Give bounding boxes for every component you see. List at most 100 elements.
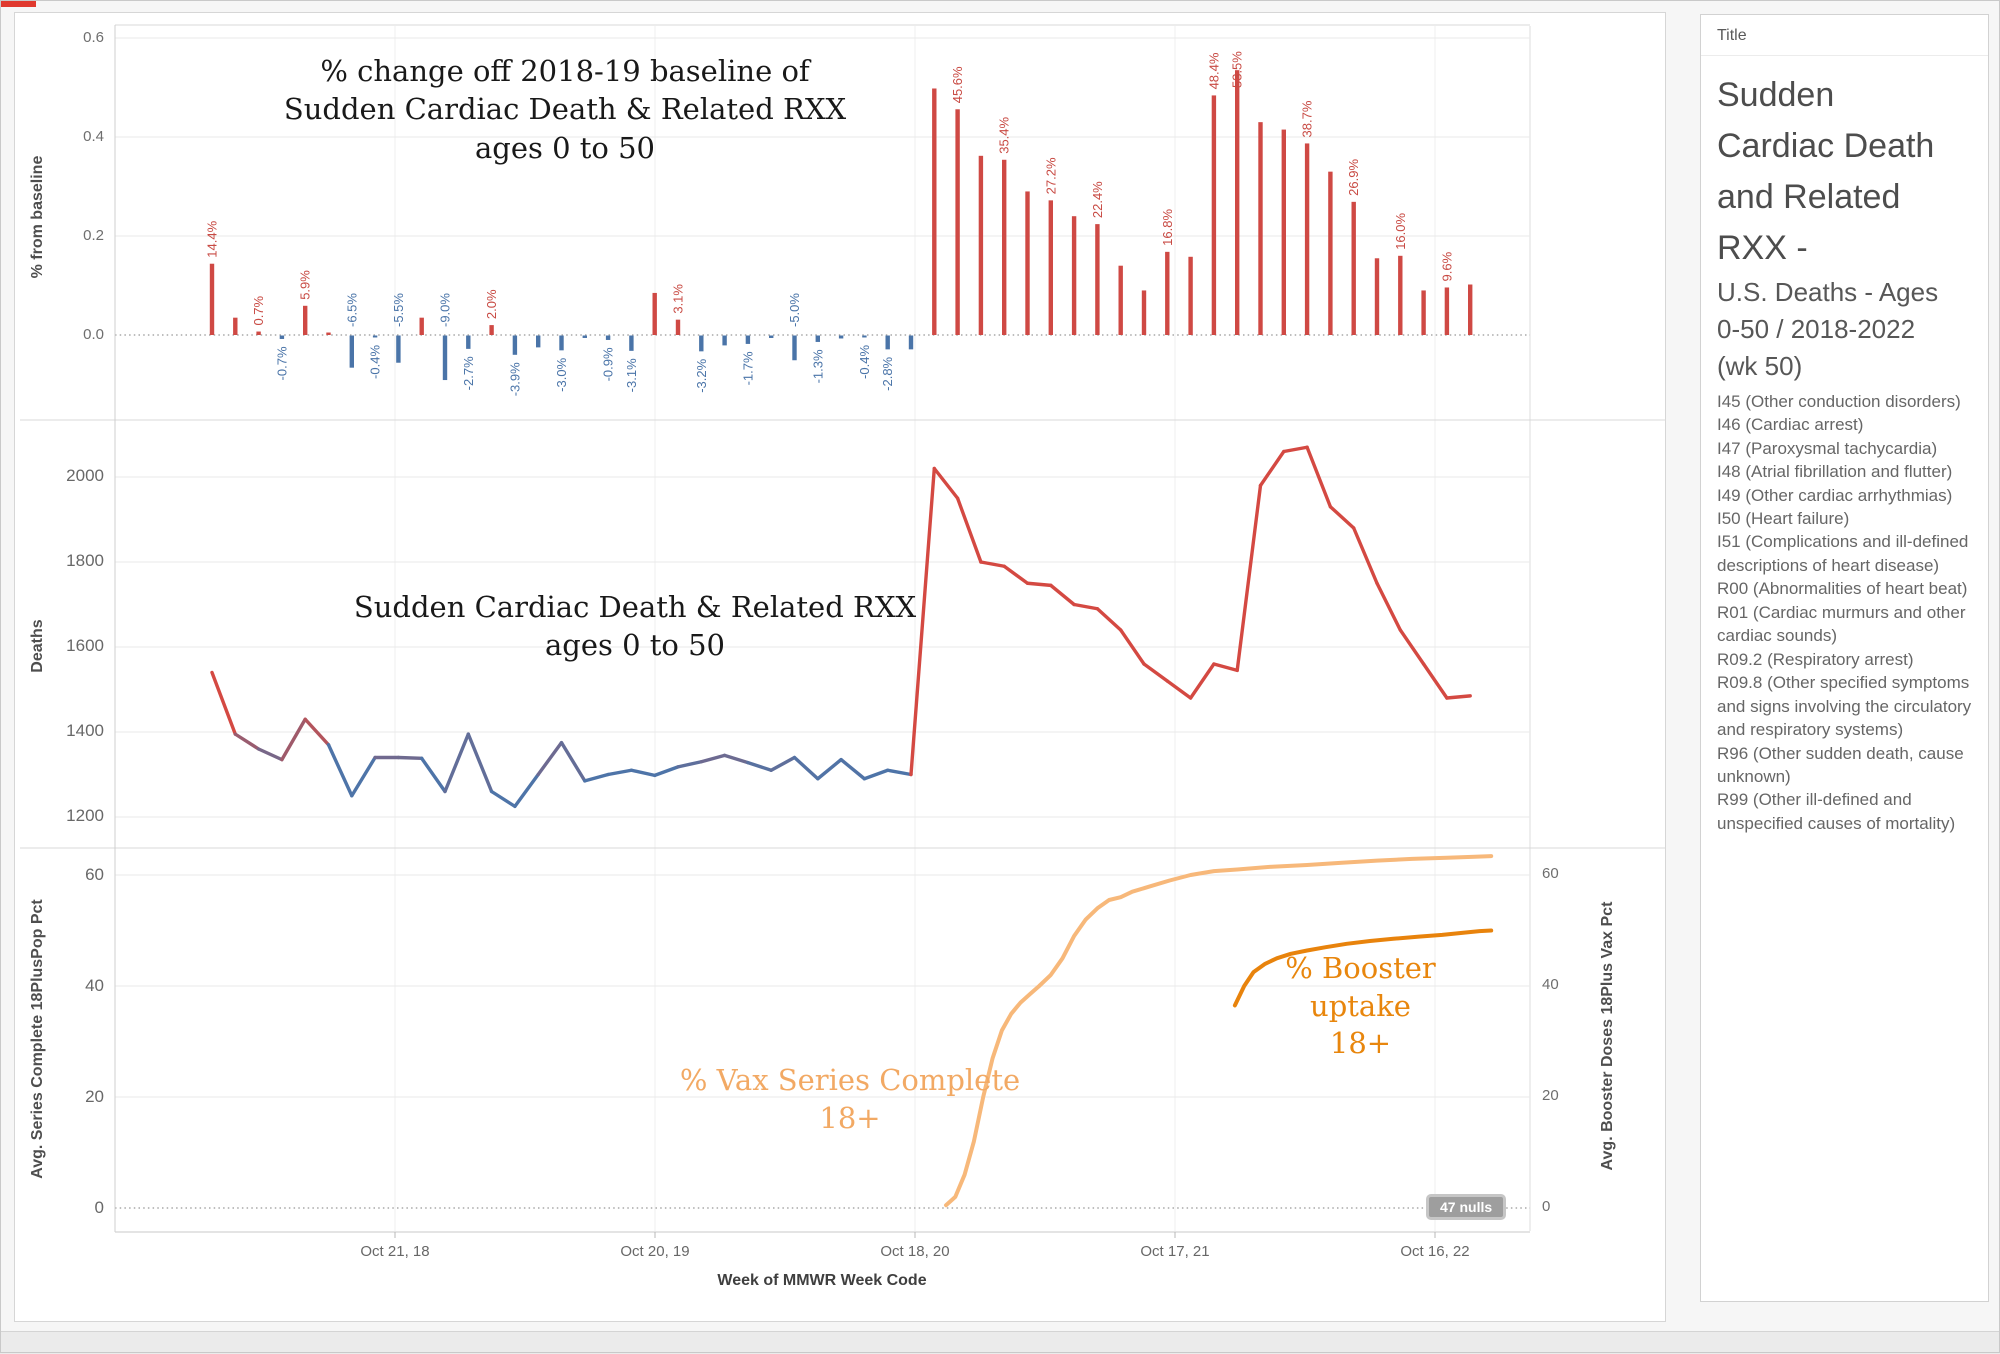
deaths-chart-title: Sudden Cardiac Death & Related RXX ages … xyxy=(353,590,917,663)
icd-code: R09.2 (Respiratory arrest) xyxy=(1717,649,1914,669)
deaths-line-segment xyxy=(1258,449,1286,488)
baseline-bar xyxy=(1048,200,1053,335)
baseline-bar xyxy=(489,325,494,335)
icd-code: I45 (Other conduction disorders) xyxy=(1717,391,1961,411)
deaths-line-segment xyxy=(1212,662,1239,673)
baseline-bar xyxy=(1095,224,1100,335)
baseline-bar xyxy=(1258,122,1263,336)
baseline-bar xyxy=(279,335,285,339)
deaths-line-segment xyxy=(1165,679,1193,700)
ytick-label: 0.4 xyxy=(83,128,104,145)
bottom-scroll-strip[interactable] xyxy=(0,1331,2000,1354)
deaths-line-segment xyxy=(1118,628,1146,666)
bar-label: 48.4% xyxy=(1206,52,1221,89)
deaths-line-segment xyxy=(1282,445,1309,454)
bar-label: -0.4% xyxy=(857,345,872,379)
bar-label: 45.6% xyxy=(950,66,965,103)
baseline-bar xyxy=(1421,290,1426,335)
baseline-bar xyxy=(722,335,727,346)
ytick-label: 1600 xyxy=(66,636,104,655)
bar-label: 35.4% xyxy=(997,116,1012,153)
vax-left-axis-title: Avg. Series Complete 18PlusPop Pct xyxy=(29,899,46,1179)
deaths-line-segment xyxy=(676,760,703,769)
deaths-line-segment xyxy=(350,755,377,798)
baseline-bar xyxy=(536,335,541,348)
deaths-line-segment xyxy=(559,740,587,783)
deaths-line-segment xyxy=(1328,505,1356,530)
deaths-line-segment xyxy=(326,743,354,798)
deaths-line-segment xyxy=(886,768,913,777)
bar-label: 22.4% xyxy=(1090,181,1105,218)
bar-label: -0.7% xyxy=(274,346,289,380)
deaths-line-segment xyxy=(1445,694,1472,700)
baseline-bar xyxy=(1398,255,1403,335)
x-axis-title: Week of MMWR Week Code xyxy=(717,1272,927,1289)
baseline-bar xyxy=(1304,143,1310,335)
baseline-bar xyxy=(699,335,704,352)
ytick-label: 0 xyxy=(94,1198,104,1217)
deaths-line-segment xyxy=(722,753,750,765)
xtick-label: Oct 20, 19 xyxy=(620,1243,690,1260)
ytick-label: 2000 xyxy=(66,466,104,485)
nulls-indicator-badge[interactable]: 47 nulls xyxy=(1426,1194,1507,1220)
bar-label: -5.5% xyxy=(391,293,406,327)
baseline-y-axis-title: % from baseline xyxy=(29,155,46,279)
bar-label: 5.9% xyxy=(298,270,313,300)
deaths-line-segment xyxy=(909,466,936,777)
bar-label: -3.2% xyxy=(694,358,709,392)
baseline-bar xyxy=(466,335,471,349)
bar-label: -2.7% xyxy=(461,356,476,390)
bar-label: 2.0% xyxy=(484,289,499,319)
baseline-bar xyxy=(675,319,681,335)
deaths-line-segment xyxy=(769,755,797,772)
baseline-bar xyxy=(885,335,890,350)
baseline-bar xyxy=(233,317,238,335)
icd-code-list: I45 (Other conduction disorders) I46 (Car… xyxy=(1717,390,1972,836)
deaths-line-segment xyxy=(1095,607,1123,632)
title-panel: Title Sudden Cardiac Death and Related R… xyxy=(1700,14,1989,1302)
icd-code: R01 (Cardiac murmurs and other cardiac s… xyxy=(1717,602,1966,646)
icd-code: R09.8 (Other specified symptoms and sign… xyxy=(1717,673,1972,740)
booster-line xyxy=(1232,928,1494,1008)
ytick-label: 1800 xyxy=(66,551,104,570)
dashboard-title: Sudden Cardiac Death and Related RXX - xyxy=(1717,76,1935,267)
baseline-bar xyxy=(1281,129,1286,335)
deaths-line-segment xyxy=(955,496,983,564)
bar-label: -9.0% xyxy=(438,293,453,327)
deaths-y-axis-title: Deaths xyxy=(29,619,46,673)
baseline-chart-title: % change off 2018-19 baseline of Sudden … xyxy=(283,54,847,165)
baseline-bar xyxy=(396,335,401,363)
baseline-bar xyxy=(1351,201,1356,335)
baseline-bar xyxy=(862,335,867,338)
booster-annotation: % Booster uptake 18+ xyxy=(1285,951,1436,1061)
xtick-label: Oct 16, 22 xyxy=(1400,1243,1470,1260)
bar-label: -3.9% xyxy=(507,362,522,396)
deaths-line-segment xyxy=(699,753,727,764)
deaths-line-segment xyxy=(1142,662,1170,683)
dashboard-subtitle: U.S. Deaths - Ages 0-50 / 2018-2022 (wk … xyxy=(1717,277,1939,381)
baseline-bar xyxy=(559,335,564,351)
deaths-line-segment xyxy=(606,768,634,777)
bar-label: 14.4% xyxy=(205,220,220,257)
deaths-line-segment xyxy=(1025,581,1053,588)
bar-label: 16.8% xyxy=(1160,209,1175,246)
dashboard-card xyxy=(14,12,1666,1322)
bar-label: -1.3% xyxy=(810,349,825,383)
baseline-bar xyxy=(978,155,984,335)
deaths-line-segment xyxy=(210,670,238,736)
deaths-line-segment xyxy=(396,755,424,761)
baseline-bar xyxy=(419,317,424,335)
baseline-bar xyxy=(256,331,261,335)
deaths-line-segment xyxy=(513,772,540,809)
baseline-bar xyxy=(582,335,587,338)
bar-label: -6.5% xyxy=(344,293,359,327)
ytick-label: 0.6 xyxy=(83,29,104,46)
icd-code: I50 (Heart failure) xyxy=(1717,508,1850,528)
ytick-label: 20 xyxy=(1542,1087,1559,1104)
baseline-bar xyxy=(1071,216,1077,335)
baseline-bar xyxy=(326,332,331,335)
icd-code: I51 (Complications and ill-defined descr… xyxy=(1717,532,1969,575)
baseline-bar xyxy=(1211,95,1217,335)
deaths-line-segment xyxy=(1398,628,1426,666)
